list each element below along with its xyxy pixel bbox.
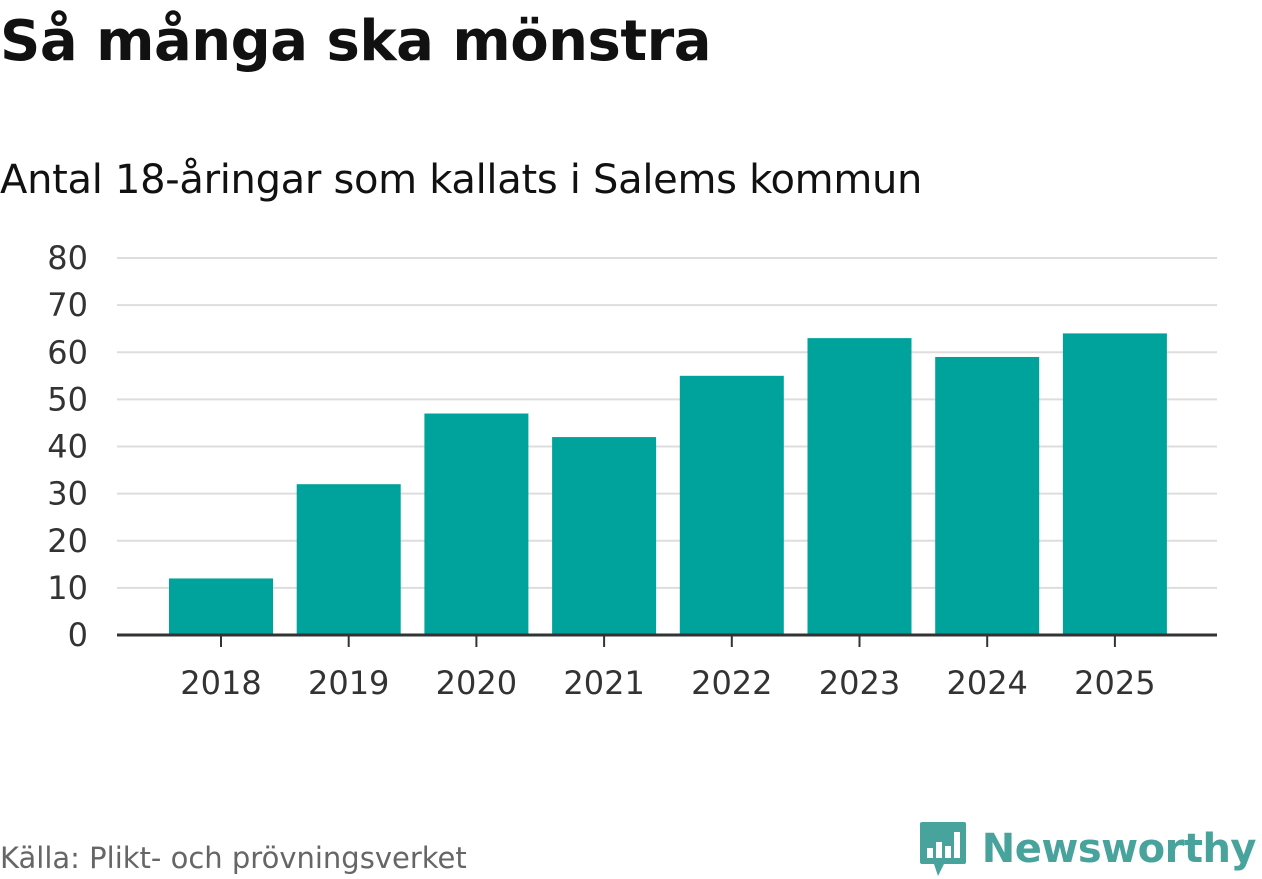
x-tick-label: 2021 <box>563 664 644 702</box>
y-tick-label: 70 <box>47 286 88 324</box>
y-tick-label: 60 <box>47 333 88 371</box>
x-tick-label: 2025 <box>1074 664 1155 702</box>
bar-2019[interactable] <box>296 484 401 635</box>
x-tick-label: 2022 <box>691 664 772 702</box>
y-tick-label: 10 <box>47 569 88 607</box>
x-axis <box>117 633 1217 647</box>
bar-2018[interactable] <box>169 578 273 635</box>
x-tick-label: 2019 <box>308 664 389 702</box>
x-tick-label: 2023 <box>819 664 900 702</box>
bars <box>169 333 1167 635</box>
y-tick-label: 40 <box>47 428 88 466</box>
brand-name: Newsworthy <box>981 826 1257 872</box>
chart-subtitle: Antal 18-åringar som kallats i Salems ko… <box>0 157 923 203</box>
y-tick-label: 20 <box>47 522 88 560</box>
x-axis-tick-labels: 2018 2019 2020 2021 2022 2023 2024 2025 <box>180 664 1155 702</box>
source-note: Källa: Plikt- och prövningsverket <box>0 841 467 875</box>
x-tick-label: 2024 <box>946 664 1027 702</box>
y-tick-label: 0 <box>68 616 88 654</box>
newsworthy-logo-icon <box>919 822 966 876</box>
y-tick-label: 50 <box>47 380 88 418</box>
grid-lines <box>117 257 1217 589</box>
y-axis-tick-labels: 0 10 20 30 40 50 60 70 80 <box>47 239 88 654</box>
bar-2021[interactable] <box>552 437 657 635</box>
bar-2020[interactable] <box>424 413 529 635</box>
bar-2025[interactable] <box>1062 333 1167 635</box>
brand-logo[interactable]: Newsworthy <box>918 820 1257 878</box>
y-tick-label: 30 <box>47 475 88 513</box>
y-tick-label: 80 <box>47 239 88 277</box>
x-tick-label: 2020 <box>436 664 517 702</box>
bar-2023[interactable] <box>807 338 912 635</box>
bar-2024[interactable] <box>935 356 1040 635</box>
bar-2022[interactable] <box>679 375 784 635</box>
x-tick-label: 2018 <box>180 664 261 702</box>
chart-title: Så många ska mönstra <box>0 9 712 74</box>
